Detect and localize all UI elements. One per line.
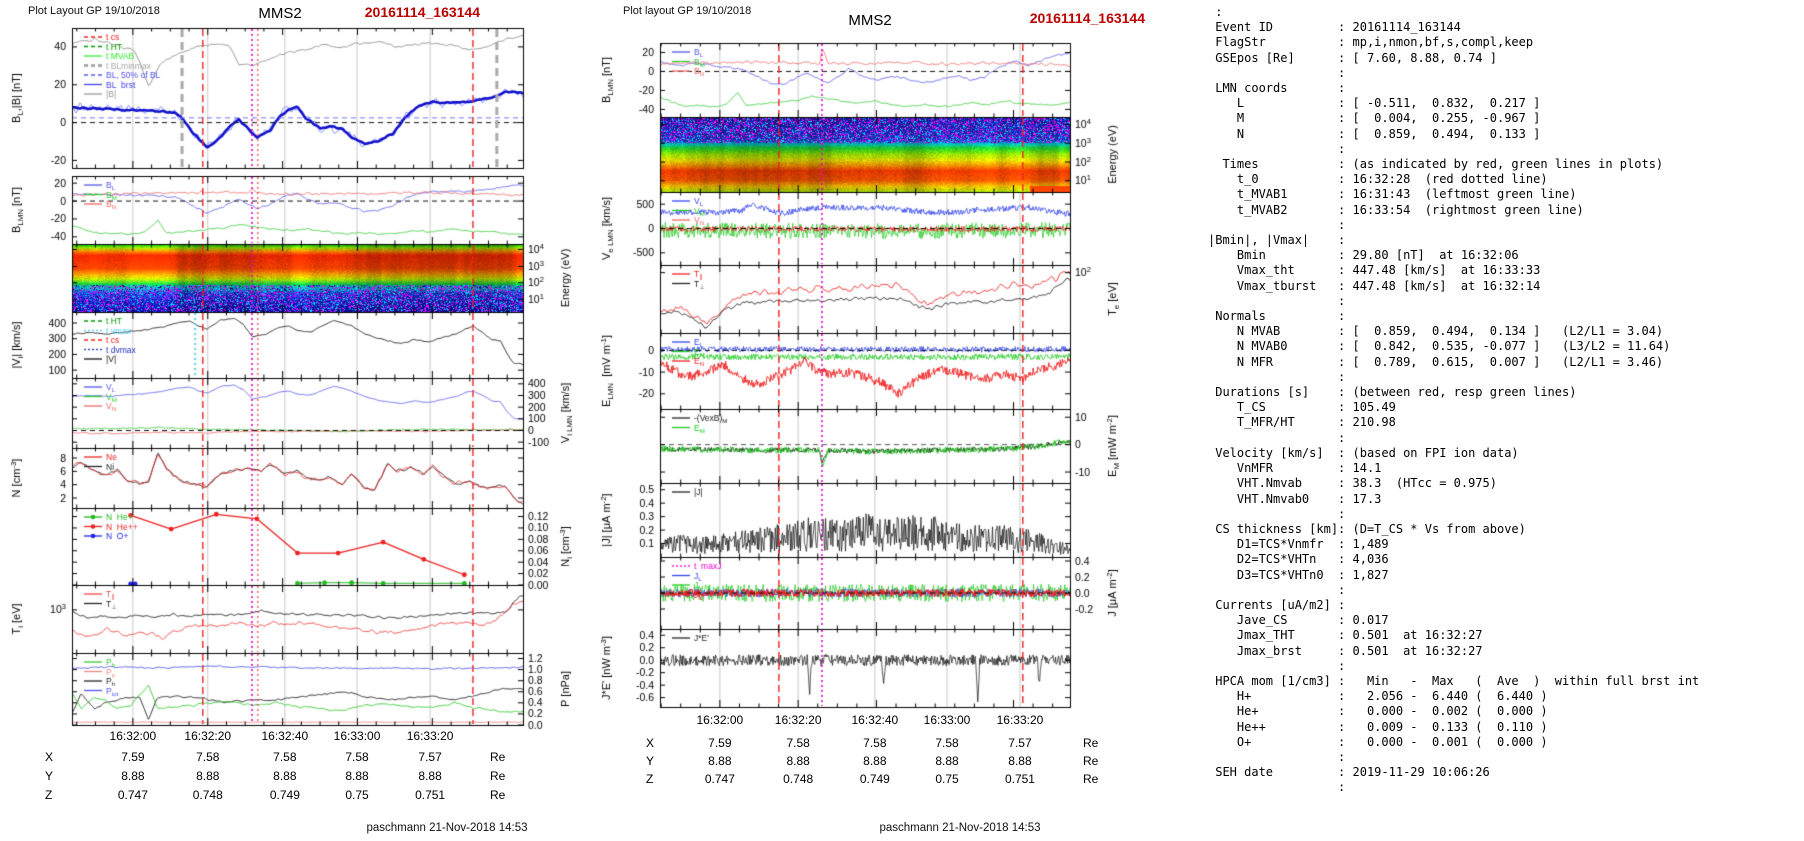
pos-unit: Re — [490, 769, 506, 783]
pos-value: 0.748 — [192, 788, 223, 802]
footer-credit: paschmann 21-Nov-2018 14:53 — [879, 822, 1041, 834]
pos-row-label: X — [45, 750, 54, 764]
pos-row-label: Z — [45, 788, 53, 802]
time-tick-label: 16:32:00 — [696, 713, 744, 727]
pos-value: 0.749 — [859, 772, 890, 786]
middle-plot-canvas — [590, 0, 1204, 841]
pos-unit: Re — [490, 750, 506, 764]
pos-value: 7.59 — [708, 736, 732, 750]
pos-unit: Re — [1083, 754, 1099, 768]
pos-unit: Re — [1083, 736, 1099, 750]
spacecraft-title: MMS2 — [258, 5, 302, 22]
pos-unit: Re — [1083, 772, 1099, 786]
pos-value: 8.88 — [121, 769, 145, 783]
pos-value: 0.747 — [117, 788, 148, 802]
spacecraft-title: MMS2 — [848, 12, 892, 29]
pos-value: 7.58 — [273, 750, 297, 764]
middle-plot-column: Plot layout GP 19/10/2018 MMS2 20161114_… — [590, 0, 1204, 841]
time-tick-label: 16:33:00 — [333, 729, 381, 743]
pos-value: 7.59 — [121, 750, 145, 764]
pos-value: 8.88 — [786, 754, 810, 768]
pos-unit: Re — [490, 788, 506, 802]
pos-value: 0.75 — [345, 788, 369, 802]
pos-row-label: X — [646, 736, 655, 750]
pos-value: 8.88 — [1008, 754, 1032, 768]
event-id-label: 20161114_163144 — [364, 4, 480, 20]
pos-value: 8.88 — [708, 754, 732, 768]
pos-value: 0.751 — [1004, 772, 1035, 786]
pos-value: 0.75 — [935, 772, 959, 786]
footer-credit: paschmann 21-Nov-2018 14:53 — [366, 822, 528, 834]
pos-value: 7.58 — [863, 736, 887, 750]
left-plot-canvas — [0, 0, 590, 841]
plot-layout-label: Plot layout GP 19/10/2018 — [623, 5, 752, 17]
pos-row-label: Z — [646, 772, 654, 786]
left-plot-column: Plot Layout GP 19/10/2018 MMS2 20161114_… — [0, 0, 590, 841]
pos-row-label: Y — [646, 754, 655, 768]
time-tick-label: 16:32:20 — [774, 713, 822, 727]
time-tick-label: 16:33:00 — [923, 713, 971, 727]
pos-value: 7.57 — [418, 750, 442, 764]
pos-value: 7.57 — [1008, 736, 1032, 750]
pos-value: 7.58 — [196, 750, 220, 764]
time-tick-label: 16:32:20 — [184, 729, 232, 743]
pos-row-label: Y — [45, 769, 54, 783]
pos-value: 8.88 — [863, 754, 887, 768]
event-id-label: 20161114_163144 — [1029, 10, 1145, 26]
plot-layout-label: Plot Layout GP 19/10/2018 — [28, 5, 160, 17]
pos-value: 7.58 — [935, 736, 959, 750]
pos-value: 8.88 — [935, 754, 959, 768]
time-tick-label: 16:33:20 — [406, 729, 454, 743]
pos-value: 0.747 — [704, 772, 735, 786]
pos-value: 0.751 — [415, 788, 446, 802]
pos-value: 7.58 — [786, 736, 810, 750]
time-tick-label: 16:32:00 — [109, 729, 157, 743]
info-panel-text: : Event ID : 20161114_163144 FlagStr : m… — [1208, 5, 1700, 795]
pos-value: 0.748 — [783, 772, 814, 786]
time-tick-label: 16:32:40 — [851, 713, 899, 727]
pos-value: 0.749 — [269, 788, 300, 802]
time-tick-label: 16:32:40 — [261, 729, 309, 743]
pos-value: 8.88 — [418, 769, 442, 783]
pos-value: 7.58 — [345, 750, 369, 764]
pos-value: 8.88 — [345, 769, 369, 783]
pos-value: 8.88 — [196, 769, 220, 783]
time-tick-label: 16:33:20 — [996, 713, 1044, 727]
pos-value: 8.88 — [273, 769, 297, 783]
